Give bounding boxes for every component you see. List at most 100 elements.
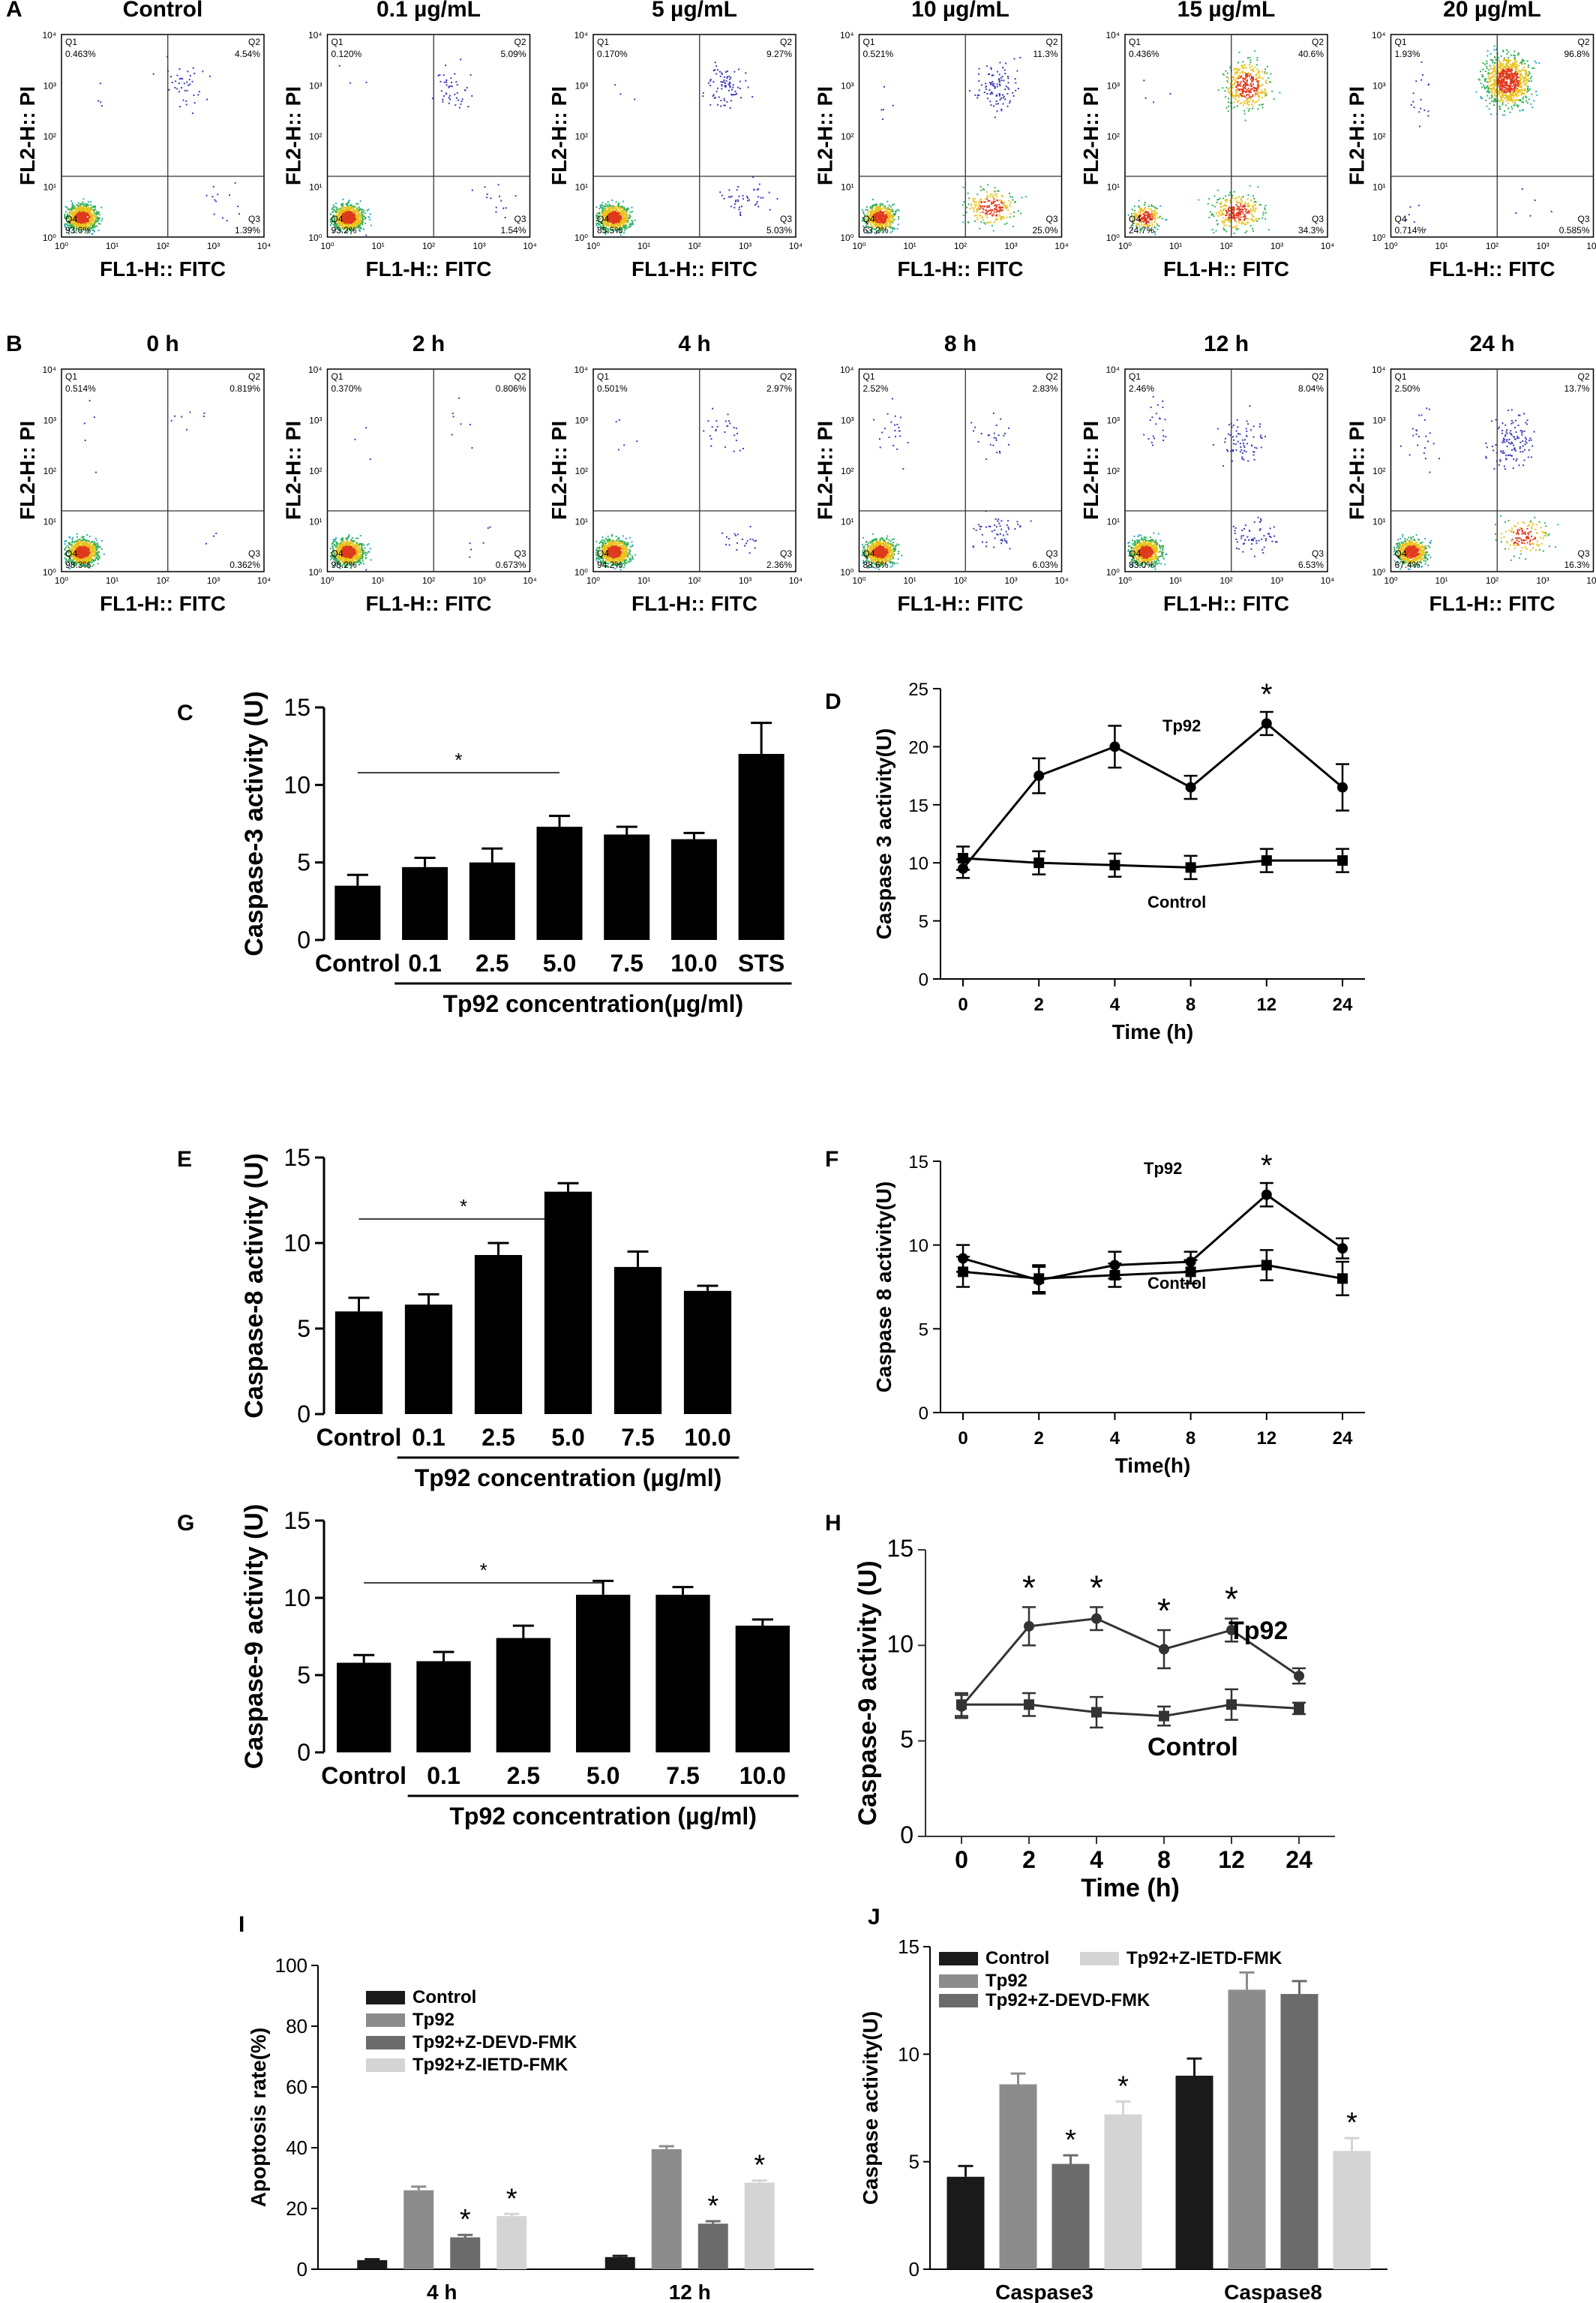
dot <box>1264 80 1267 82</box>
dot <box>880 109 883 111</box>
dot-cloud <box>596 62 778 236</box>
dot <box>623 206 626 209</box>
dot <box>346 227 348 230</box>
dot <box>183 83 185 85</box>
dot <box>454 73 456 75</box>
dot <box>728 89 730 92</box>
dot <box>350 204 352 206</box>
dot <box>343 225 345 227</box>
dot <box>82 221 84 223</box>
dot <box>978 204 980 206</box>
dot <box>1155 212 1157 215</box>
dot <box>1489 97 1491 99</box>
dot <box>1264 218 1267 220</box>
dot <box>1232 218 1234 220</box>
dot <box>978 73 980 75</box>
dot <box>1530 103 1532 105</box>
dot <box>604 203 607 206</box>
dot <box>995 195 998 197</box>
dot <box>339 219 341 221</box>
dot <box>1000 80 1003 82</box>
dot <box>986 206 988 208</box>
dot <box>760 197 762 199</box>
dot <box>84 225 86 227</box>
dot <box>992 84 994 86</box>
y-tick-label: 10² <box>841 131 854 142</box>
dot <box>1233 216 1235 218</box>
dot <box>728 75 730 77</box>
dot <box>1150 221 1153 224</box>
dot <box>632 224 634 226</box>
dot <box>514 195 517 197</box>
dot <box>986 198 988 200</box>
dot <box>350 206 352 208</box>
dot <box>1228 215 1230 217</box>
quadrant-name: Q1 <box>597 37 609 47</box>
dot <box>620 219 622 221</box>
dot <box>891 209 893 211</box>
dot <box>1235 89 1238 92</box>
dot <box>348 222 350 224</box>
dot <box>86 209 88 212</box>
dot <box>993 83 995 85</box>
flow-plot-title: 10 µg/mL <box>911 0 1010 22</box>
dot <box>442 98 444 101</box>
dot <box>1247 87 1250 89</box>
dot <box>988 222 990 224</box>
dot <box>1222 217 1225 219</box>
dot <box>86 213 88 215</box>
dot <box>360 212 362 214</box>
dot <box>1246 57 1249 59</box>
dot <box>84 203 86 205</box>
dot <box>198 91 200 93</box>
dot <box>1240 89 1243 91</box>
dot <box>346 221 349 223</box>
dot <box>341 215 344 217</box>
dot <box>88 216 90 218</box>
dot <box>78 224 80 227</box>
dot <box>336 227 338 230</box>
dot <box>1238 89 1240 92</box>
dot <box>1251 107 1253 110</box>
dot <box>1225 224 1227 227</box>
dot <box>1246 89 1248 91</box>
dot <box>331 221 333 223</box>
dot <box>78 216 80 218</box>
dot <box>71 225 74 227</box>
dot <box>68 213 70 215</box>
dot <box>332 216 334 218</box>
dot <box>341 210 344 212</box>
dot <box>1006 105 1009 107</box>
dot <box>341 206 344 209</box>
dot <box>448 97 450 99</box>
dot <box>1238 69 1240 71</box>
dot <box>1504 72 1506 74</box>
dot <box>342 206 344 208</box>
dot <box>96 225 98 227</box>
dot <box>1424 110 1426 112</box>
dot <box>988 205 991 207</box>
dot <box>1249 64 1251 66</box>
dot <box>1251 88 1253 90</box>
dot <box>768 191 770 194</box>
dot <box>342 203 344 206</box>
dot <box>352 218 354 220</box>
dot <box>721 83 723 86</box>
dot <box>1232 75 1234 77</box>
dot <box>1220 203 1222 205</box>
dot <box>1220 214 1222 216</box>
dot <box>1143 203 1145 206</box>
dot <box>340 209 342 211</box>
dot <box>1480 96 1482 98</box>
dot <box>980 215 982 217</box>
dot <box>458 99 460 101</box>
dot <box>1153 210 1155 212</box>
dot <box>212 196 214 198</box>
y-tick-label: 10³ <box>309 81 322 92</box>
dot <box>1252 209 1255 212</box>
dot <box>346 212 349 214</box>
dot <box>738 206 740 209</box>
dot <box>448 86 450 89</box>
dot <box>1262 214 1264 216</box>
dot <box>357 214 359 216</box>
